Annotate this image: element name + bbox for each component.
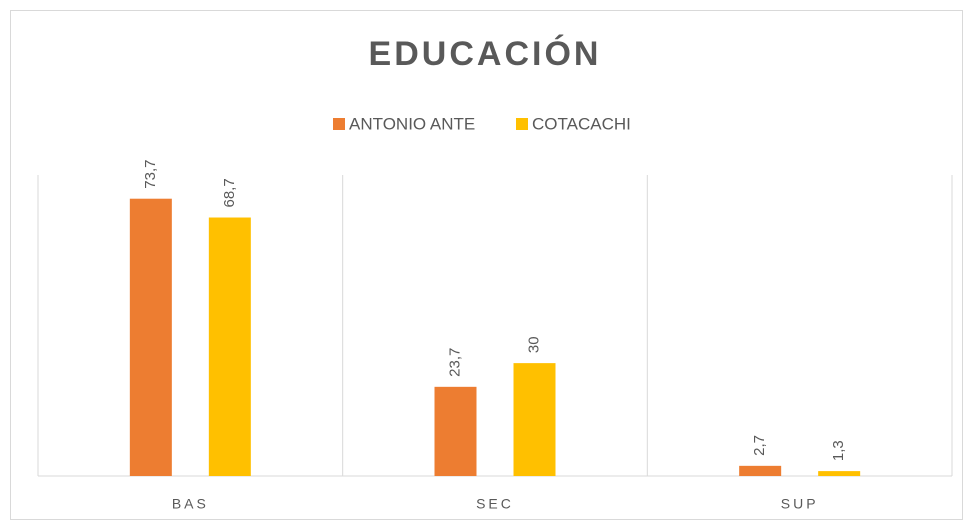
bar <box>818 471 861 476</box>
data-label: 1,3 <box>830 440 847 461</box>
x-tick-label: SUP <box>781 496 819 512</box>
data-label: 23,7 <box>446 348 463 377</box>
data-label: 2,7 <box>751 435 768 456</box>
bar <box>434 386 477 476</box>
bar <box>739 465 782 476</box>
data-label: 68,7 <box>221 178 238 207</box>
x-tick-label: SEC <box>476 496 514 512</box>
bar <box>513 363 556 476</box>
data-label: 73,7 <box>142 160 159 189</box>
data-label: 30 <box>525 336 542 353</box>
x-tick-label: BAS <box>172 496 209 512</box>
legend-swatch <box>516 118 528 130</box>
bar <box>129 198 172 477</box>
legend-swatch <box>333 118 345 130</box>
chart-title: EDUCACIÓN <box>369 35 602 73</box>
legend-label: ANTONIO ANTE <box>349 114 475 133</box>
bar <box>208 217 251 477</box>
legend-label: COTACACHI <box>532 114 631 133</box>
